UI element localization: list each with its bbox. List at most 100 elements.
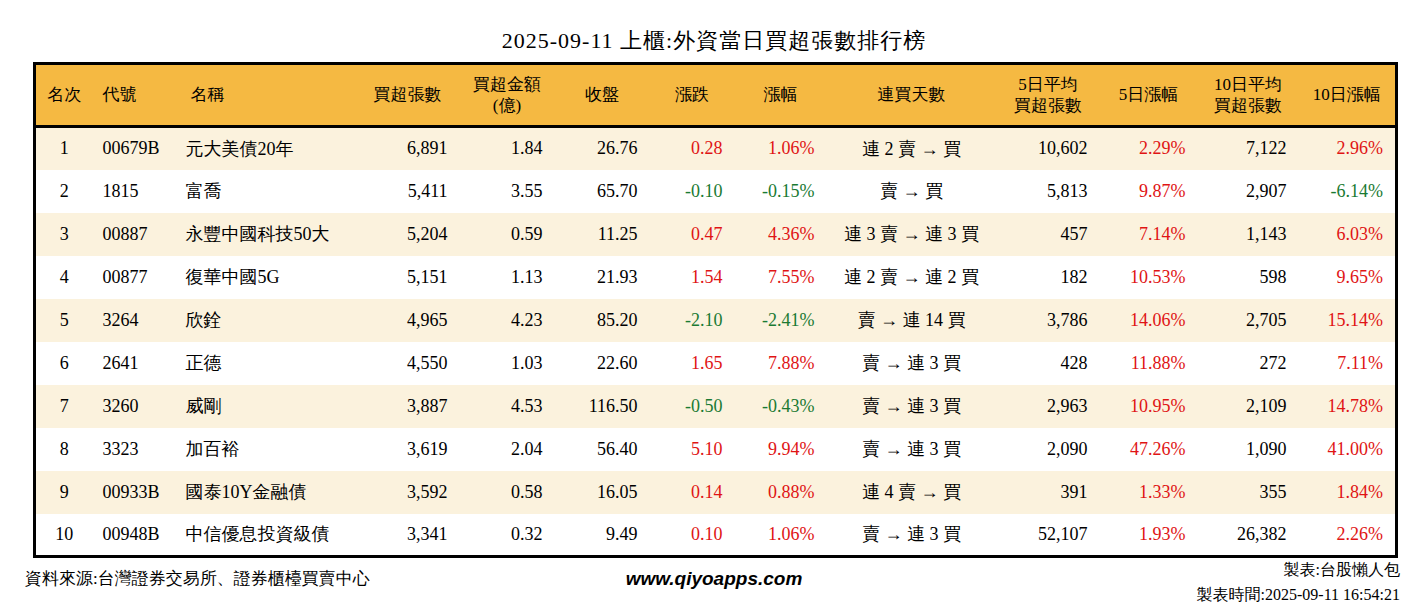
cell-stock-name: 正德	[181, 342, 356, 385]
cell-change-pct: 4.36%	[735, 213, 827, 256]
header-change-pct: 漲幅	[735, 64, 827, 127]
report-page: 2025-09-11 上櫃:外資當日買超張數排行榜 名次 代號 名稱 買超張數 …	[0, 0, 1428, 612]
cell-rank: 10	[35, 514, 93, 557]
table-row: 10 00948B 中信優息投資級債 3,341 0.32 9.49 0.10 …	[35, 514, 1397, 557]
table-row: 2 1815 富喬 5,411 3.55 65.70 -0.10 -0.15% …	[35, 170, 1397, 213]
cell-avg10-volume: 2,109	[1198, 385, 1299, 428]
cell-change-pct: 9.94%	[735, 428, 827, 471]
table-row: 6 2641 正德 4,550 1.03 22.60 1.65 7.88% 賣 …	[35, 342, 1397, 385]
cell-pct5: 1.93%	[1100, 514, 1198, 557]
cell-rank: 6	[35, 342, 93, 385]
cell-buy-volume: 3,887	[356, 385, 460, 428]
cell-buy-streak: 連 2 賣 → 連 2 買	[827, 256, 997, 299]
cell-change-pct: 0.88%	[735, 471, 827, 514]
cell-stock-name: 富喬	[181, 170, 356, 213]
cell-change-pct: 1.06%	[735, 514, 827, 557]
cell-avg5-volume: 5,813	[997, 170, 1100, 213]
table-row: 9 00933B 國泰10Y金融債 3,592 0.58 16.05 0.14 …	[35, 471, 1397, 514]
header-name: 名稱	[181, 64, 356, 127]
cell-avg10-volume: 26,382	[1198, 514, 1299, 557]
author-note: 製表:台股懶人包	[1197, 558, 1400, 583]
header-buy-streak: 連買天數	[827, 64, 997, 127]
cell-stock-code: 00887	[93, 213, 181, 256]
header-buy-volume: 買超張數	[356, 64, 460, 127]
cell-avg5-volume: 182	[997, 256, 1100, 299]
cell-avg5-volume: 10,602	[997, 127, 1100, 170]
cell-stock-code: 2641	[93, 342, 181, 385]
header-code: 代號	[93, 64, 181, 127]
cell-pct10: 41.00%	[1299, 428, 1397, 471]
table-row: 4 00877 復華中國5G 5,151 1.13 21.93 1.54 7.5…	[35, 256, 1397, 299]
cell-stock-code: 3260	[93, 385, 181, 428]
cell-pct10: 9.65%	[1299, 256, 1397, 299]
cell-buy-volume: 4,965	[356, 299, 460, 342]
cell-close-price: 22.60	[555, 342, 650, 385]
cell-price-change: 5.10	[650, 428, 735, 471]
cell-avg5-volume: 391	[997, 471, 1100, 514]
cell-buy-amount: 1.84	[460, 127, 555, 170]
table-body: 1 00679B 元大美債20年 6,891 1.84 26.76 0.28 1…	[35, 127, 1397, 557]
cell-pct10: 1.84%	[1299, 471, 1397, 514]
cell-stock-code: 3264	[93, 299, 181, 342]
cell-close-price: 21.93	[555, 256, 650, 299]
cell-price-change: 0.28	[650, 127, 735, 170]
table-row: 5 3264 欣銓 4,965 4.23 85.20 -2.10 -2.41% …	[35, 299, 1397, 342]
cell-pct5: 9.87%	[1100, 170, 1198, 213]
cell-rank: 1	[35, 127, 93, 170]
cell-rank: 8	[35, 428, 93, 471]
cell-pct10: 15.14%	[1299, 299, 1397, 342]
cell-price-change: -2.10	[650, 299, 735, 342]
cell-avg5-volume: 457	[997, 213, 1100, 256]
cell-avg10-volume: 7,122	[1198, 127, 1299, 170]
cell-buy-volume: 5,204	[356, 213, 460, 256]
cell-buy-streak: 賣 → 連 3 買	[827, 514, 997, 557]
cell-change-pct: -0.15%	[735, 170, 827, 213]
cell-avg5-volume: 428	[997, 342, 1100, 385]
cell-buy-streak: 賣 → 買	[827, 170, 997, 213]
cell-close-price: 85.20	[555, 299, 650, 342]
header-change: 漲跌	[650, 64, 735, 127]
cell-price-change: 0.47	[650, 213, 735, 256]
cell-buy-streak: 連 2 賣 → 買	[827, 127, 997, 170]
cell-change-pct: 1.06%	[735, 127, 827, 170]
cell-close-price: 11.25	[555, 213, 650, 256]
cell-buy-streak: 賣 → 連 3 買	[827, 428, 997, 471]
cell-pct5: 14.06%	[1100, 299, 1198, 342]
cell-buy-amount: 4.23	[460, 299, 555, 342]
cell-buy-amount: 1.13	[460, 256, 555, 299]
cell-buy-streak: 連 3 賣 → 連 3 買	[827, 213, 997, 256]
cell-pct10: 14.78%	[1299, 385, 1397, 428]
cell-avg10-volume: 1,143	[1198, 213, 1299, 256]
credits-block: 製表:台股懶人包 製表時間:2025-09-11 16:54:21	[1197, 558, 1400, 608]
cell-pct5: 10.95%	[1100, 385, 1198, 428]
cell-price-change: 0.14	[650, 471, 735, 514]
cell-close-price: 56.40	[555, 428, 650, 471]
cell-avg10-volume: 355	[1198, 471, 1299, 514]
cell-stock-code: 00679B	[93, 127, 181, 170]
cell-pct10: 2.96%	[1299, 127, 1397, 170]
header-row: 名次 代號 名稱 買超張數 買超金額 (億) 收盤 漲跌 漲幅 連買天數 5日平…	[35, 64, 1397, 127]
cell-pct10: 6.03%	[1299, 213, 1397, 256]
cell-pct5: 10.53%	[1100, 256, 1198, 299]
cell-buy-amount: 0.32	[460, 514, 555, 557]
cell-buy-amount: 0.58	[460, 471, 555, 514]
cell-close-price: 116.50	[555, 385, 650, 428]
cell-buy-volume: 6,891	[356, 127, 460, 170]
cell-stock-name: 加百裕	[181, 428, 356, 471]
cell-stock-code: 3323	[93, 428, 181, 471]
cell-stock-name: 威剛	[181, 385, 356, 428]
table-row: 7 3260 威剛 3,887 4.53 116.50 -0.50 -0.43%…	[35, 385, 1397, 428]
cell-buy-amount: 1.03	[460, 342, 555, 385]
header-pct5: 5日漲幅	[1100, 64, 1198, 127]
cell-close-price: 9.49	[555, 514, 650, 557]
cell-price-change: -0.50	[650, 385, 735, 428]
cell-price-change: 0.10	[650, 514, 735, 557]
cell-stock-name: 復華中國5G	[181, 256, 356, 299]
ranking-table: 名次 代號 名稱 買超張數 買超金額 (億) 收盤 漲跌 漲幅 連買天數 5日平…	[33, 62, 1398, 558]
header-pct10: 10日漲幅	[1299, 64, 1397, 127]
cell-stock-code: 00933B	[93, 471, 181, 514]
cell-change-pct: 7.88%	[735, 342, 827, 385]
cell-pct5: 47.26%	[1100, 428, 1198, 471]
cell-rank: 4	[35, 256, 93, 299]
cell-rank: 9	[35, 471, 93, 514]
